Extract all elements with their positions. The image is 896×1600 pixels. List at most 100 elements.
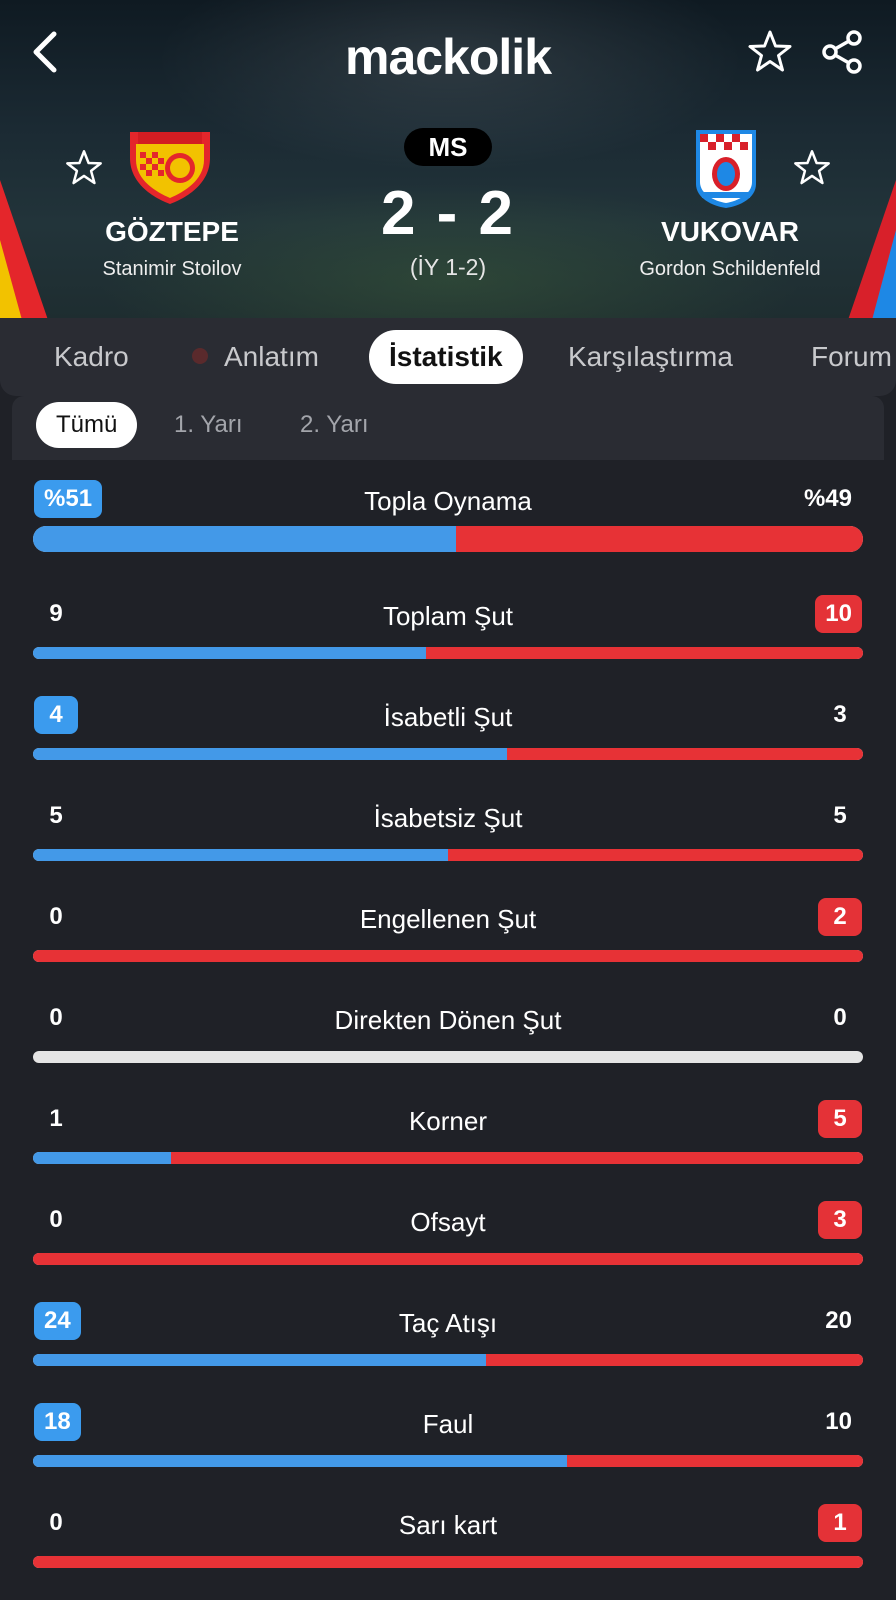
stat-row: Direkten Dönen Şut 0 0 xyxy=(12,1004,884,1095)
stat-comparison-bar xyxy=(33,1051,863,1063)
home-team-color-stripe xyxy=(0,180,48,320)
home-team-name[interactable]: GÖZTEPE xyxy=(105,216,239,247)
stat-label: Direkten Dönen Şut xyxy=(334,1005,562,1035)
tab-karsilastirma[interactable]: Karşılaştırma xyxy=(568,341,733,372)
stat-label: Ofsayt xyxy=(410,1207,486,1237)
stat-away-value: 10 xyxy=(815,595,862,633)
live-dot-icon xyxy=(192,347,208,364)
stat-away-value: 3 xyxy=(833,701,847,728)
stat-home-value: 0 xyxy=(49,1206,63,1233)
stat-row: İsabetsiz Şut 5 5 xyxy=(12,802,884,893)
stat-away-value: 5 xyxy=(833,802,847,829)
away-team-color-stripe xyxy=(848,180,896,320)
stat-home-value: %51 xyxy=(34,480,103,518)
stat-away-bar xyxy=(507,748,863,760)
stat-home-value: 0 xyxy=(49,1509,63,1536)
stat-home-bar xyxy=(33,1455,567,1467)
stat-comparison-bar xyxy=(33,1253,863,1265)
stat-away-value: 10 xyxy=(825,1408,852,1435)
subtab-first-half[interactable]: 1. Yarı xyxy=(174,411,243,438)
favorite-away-team-button[interactable] xyxy=(792,148,832,188)
share-button[interactable] xyxy=(818,28,866,76)
stat-away-value: 0 xyxy=(833,1004,847,1031)
away-team-coach: Gordon Schildenfeld xyxy=(639,258,821,280)
stat-label: Toplam Şut xyxy=(382,601,514,631)
stat-row: Toplam Şut 9 10 xyxy=(12,595,884,691)
stat-row: Engellenen Şut 0 2 xyxy=(12,898,884,994)
stat-away-bar xyxy=(485,1354,863,1366)
subtab-all[interactable]: Tümü xyxy=(36,402,138,448)
stat-comparison-bar xyxy=(33,1455,863,1467)
stat-comparison-bar xyxy=(33,526,863,552)
stat-row: Topla Oynama %51 %49 xyxy=(12,480,884,576)
top-bar: mackolik xyxy=(0,20,896,90)
stat-away-value: 2 xyxy=(818,898,862,936)
match-tabs: Kadro Anlatım İstatistik Karşılaştırma F… xyxy=(0,318,896,396)
match-score: 2 - 2 xyxy=(380,179,516,248)
period-subtabs: Tümü 1. Yarı 2. Yarı xyxy=(12,396,884,460)
star-icon xyxy=(748,30,792,72)
stat-label: Taç Atışı xyxy=(398,1308,498,1338)
stat-away-value: 1 xyxy=(818,1504,862,1542)
stat-comparison-bar xyxy=(33,1354,863,1366)
stat-home-value: 0 xyxy=(49,1004,63,1031)
stat-comparison-bar xyxy=(33,849,863,861)
stat-home-bar xyxy=(33,647,427,659)
favorite-home-team-button[interactable] xyxy=(64,148,104,188)
match-header: mackolik xyxy=(0,0,896,320)
stat-row: İsabetli Şut 4 3 xyxy=(12,696,884,792)
stat-home-value: 9 xyxy=(49,600,63,627)
stat-away-value: %49 xyxy=(803,485,852,512)
stat-row: Faul 18 10 xyxy=(12,1403,884,1499)
stat-comparison-bar xyxy=(33,647,863,659)
stat-label: Faul xyxy=(422,1409,474,1439)
stat-home-value: 1 xyxy=(49,1105,63,1132)
share-icon xyxy=(822,30,862,74)
stat-label: Sarı kart xyxy=(398,1510,498,1540)
star-icon xyxy=(66,150,102,185)
stat-label: Topla Oynama xyxy=(364,486,532,516)
stat-away-value: 3 xyxy=(818,1201,862,1239)
away-team-crest[interactable] xyxy=(694,128,758,210)
stat-home-bar xyxy=(33,1152,172,1164)
tab-istatistik[interactable]: İstatistik xyxy=(369,330,523,384)
stat-home-value: 5 xyxy=(49,802,63,829)
home-team-crest[interactable] xyxy=(126,128,214,206)
stat-home-value: 24 xyxy=(34,1302,81,1340)
halftime-score: (İY 1-2) xyxy=(409,254,487,280)
stat-row: Taç Atışı 24 20 xyxy=(12,1302,884,1398)
stat-home-bar xyxy=(33,526,457,552)
stat-comparison-bar xyxy=(33,1556,863,1568)
stat-label: İsabetsiz Şut xyxy=(373,803,523,833)
favorite-match-button[interactable] xyxy=(746,28,794,76)
stat-home-value: 4 xyxy=(34,696,78,734)
stat-away-bar xyxy=(456,526,863,552)
away-team-name[interactable]: VUKOVAR xyxy=(661,216,799,247)
stat-home-bar xyxy=(33,1354,486,1366)
stat-home-bar xyxy=(33,748,508,760)
stat-home-bar xyxy=(33,849,448,861)
stat-comparison-bar xyxy=(33,950,863,962)
stat-away-bar xyxy=(33,1253,863,1265)
stat-comparison-bar xyxy=(33,748,863,760)
stat-label: Korner xyxy=(408,1106,488,1136)
stat-away-value: 20 xyxy=(825,1307,852,1334)
stat-away-bar xyxy=(33,1556,863,1568)
stat-away-bar xyxy=(448,849,863,861)
tab-forum[interactable]: Forum xyxy=(811,341,892,372)
statistics-panel: Tümü 1. Yarı 2. Yarı Topla Oynama %51 %49 T… xyxy=(12,396,884,1600)
stat-away-bar xyxy=(426,647,863,659)
tab-kadro[interactable]: Kadro xyxy=(54,341,129,372)
back-arrow-icon xyxy=(33,31,57,73)
stat-away-bar xyxy=(566,1455,863,1467)
stat-home-value: 18 xyxy=(34,1403,81,1441)
stat-away-value: 5 xyxy=(818,1100,862,1138)
subtab-second-half[interactable]: 2. Yarı xyxy=(300,411,369,438)
home-team-coach: Stanimir Stoilov xyxy=(102,258,242,280)
stat-label: Engellenen Şut xyxy=(359,904,537,934)
tab-anlatim[interactable]: Anlatım xyxy=(192,330,319,384)
stat-away-bar xyxy=(33,950,863,962)
tab-anlatim-label: Anlatım xyxy=(224,341,319,372)
stat-comparison-bar xyxy=(33,1152,863,1164)
back-button[interactable] xyxy=(26,28,70,76)
